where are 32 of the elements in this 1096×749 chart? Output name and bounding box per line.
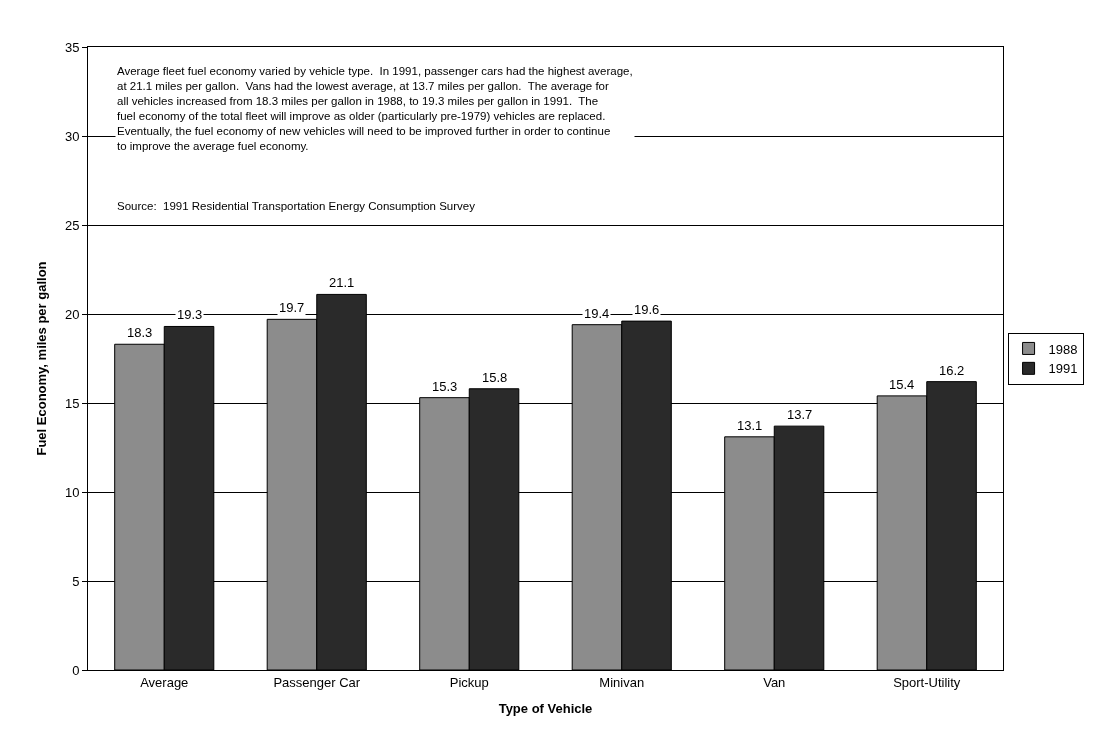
y-tick-label: 5 xyxy=(72,573,80,589)
y-tick-label: 10 xyxy=(64,484,80,500)
data-label: 13.7 xyxy=(787,407,813,422)
y-tick-label: 0 xyxy=(72,662,80,678)
data-label: 16.2 xyxy=(939,363,965,378)
data-label: 13.1 xyxy=(737,418,763,433)
y-tick-label: 30 xyxy=(64,128,80,144)
data-label: 19.7 xyxy=(279,300,305,315)
data-label: 18.3 xyxy=(127,325,153,340)
data-label: 21.1 xyxy=(329,275,355,290)
data-label: 15.3 xyxy=(432,379,458,394)
x-tick-label: Sport-Utility xyxy=(893,674,961,690)
data-label: 15.8 xyxy=(482,370,508,385)
data-label: 19.3 xyxy=(177,307,203,322)
data-label: 19.6 xyxy=(634,302,660,317)
x-tick-label: Van xyxy=(763,674,786,690)
x-axis-title: Type of Vehicle xyxy=(498,701,593,717)
annotation: Average fleet fuel economy varied by vehicle type. In 1991, passenger cars had the highest average, at 21.1 miles per gallon. Vans had the lowest average, at 13.7 miles per gallon. The average for all vehicles increased from 18.3 miles per gallon in 1988, to 19.3 miles per gallon in 1991. The fuel economy of the total fleet will improve as older (particularly pre-1979) vehicles are replaced. Eventually, the fuel economy of new vehicles will need to be improved further in order to continue to improve the average fuel economy. xyxy=(117,65,633,152)
annotation: Source: 1991 Residential Transportation Energy Consumption Survey xyxy=(117,200,476,212)
x-tick-label: Minivan xyxy=(599,674,645,690)
data-label: 15.4 xyxy=(889,377,915,392)
y-tick-label: 35 xyxy=(64,39,80,55)
legend-label: 1991 xyxy=(1048,361,1078,377)
data-label: 19.4 xyxy=(584,306,610,321)
y-tick-label: 15 xyxy=(64,395,80,411)
x-tick-label: Pickup xyxy=(449,674,489,690)
y-axis-title: Fuel Economy, miles per gallon xyxy=(33,261,49,456)
x-tick-label: Passenger Car xyxy=(273,674,361,690)
legend-label: 1988 xyxy=(1048,341,1078,357)
y-tick-label: 25 xyxy=(64,217,80,233)
x-tick-label: Average xyxy=(140,674,189,690)
y-tick-label: 20 xyxy=(64,306,80,322)
